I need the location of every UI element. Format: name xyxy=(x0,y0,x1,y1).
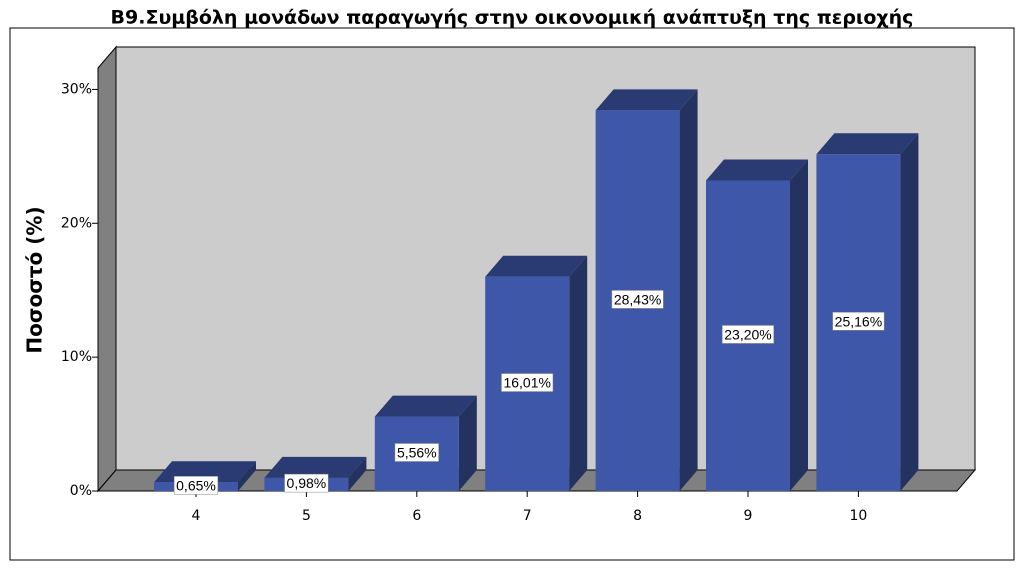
x-tick-label: 10 xyxy=(849,508,867,524)
value-label-box xyxy=(501,373,554,392)
x-tick-label: 4 xyxy=(192,508,201,524)
bar-side xyxy=(458,395,477,491)
value-label: 16,01% xyxy=(503,375,550,391)
y-tick-label: 30% xyxy=(61,81,92,97)
value-label: 25,16% xyxy=(835,313,882,329)
bar-top xyxy=(595,89,698,111)
left-wall xyxy=(97,45,117,493)
bar-side xyxy=(238,461,256,491)
y-axis-label: Ποσοστό (%) xyxy=(23,206,47,353)
bar-top xyxy=(264,456,367,478)
value-label: 5,56% xyxy=(397,444,437,460)
value-label-box xyxy=(722,325,774,344)
value-label-box xyxy=(284,473,329,493)
chart-title: B9.Συμβόλη μονάδων παραγωγής στην οικονο… xyxy=(111,7,914,29)
bar-top xyxy=(485,255,588,277)
y-tick-label: 10% xyxy=(61,349,92,365)
bar-top xyxy=(374,395,477,417)
bar-top xyxy=(706,159,808,181)
bar-side xyxy=(790,159,808,491)
bar-side xyxy=(679,89,698,491)
x-tick-label: 8 xyxy=(633,508,642,524)
value-label: 0,65% xyxy=(176,477,216,493)
value-label: 28,43% xyxy=(614,291,661,307)
value-label-box xyxy=(394,443,439,462)
bar-side xyxy=(900,133,919,491)
value-label-box xyxy=(832,312,885,331)
value-label-box xyxy=(611,290,664,309)
bar-side xyxy=(348,456,367,491)
bar-side xyxy=(569,255,588,491)
value-label-box xyxy=(173,476,219,495)
y-tick-label: 20% xyxy=(61,215,92,231)
x-tick-label: 9 xyxy=(744,508,753,524)
x-tick-label: 6 xyxy=(412,508,421,524)
y-tick-label: 0% xyxy=(70,483,92,499)
value-label: 0,98% xyxy=(287,475,327,491)
x-tick-label: 7 xyxy=(523,508,532,524)
value-label: 23,20% xyxy=(724,326,771,342)
x-tick-label: 5 xyxy=(302,508,311,524)
bar-top xyxy=(816,133,919,155)
